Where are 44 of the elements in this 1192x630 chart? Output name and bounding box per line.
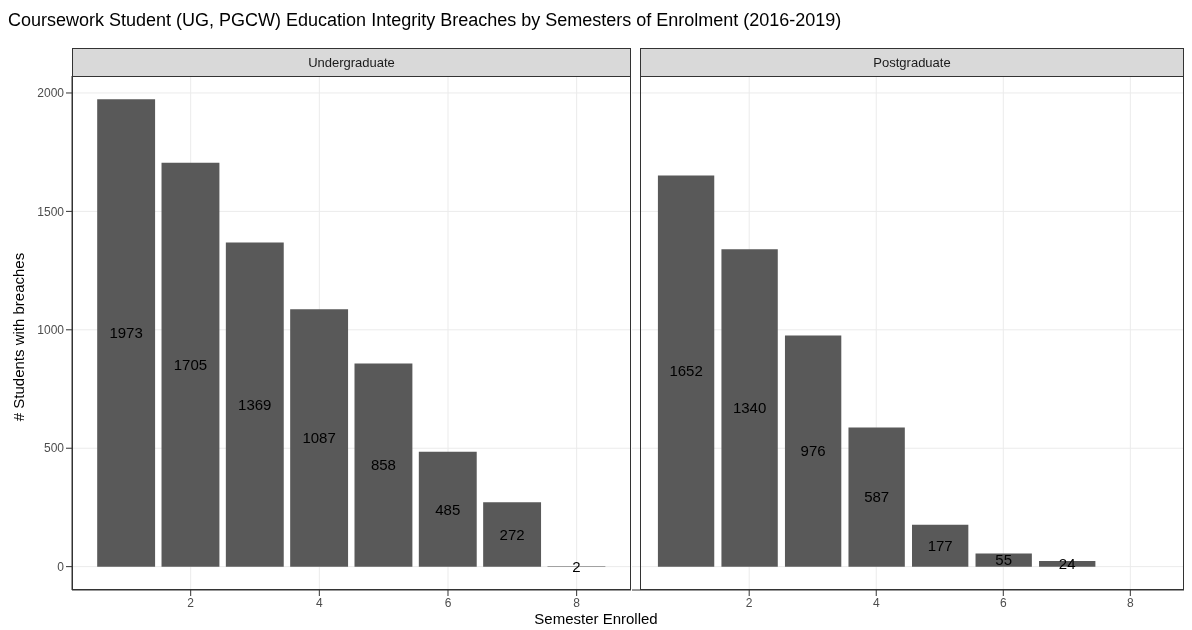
data-label: 55 <box>995 551 1013 569</box>
data-label: 272 <box>499 525 525 543</box>
bar <box>97 99 156 567</box>
data-label: 177 <box>927 537 953 554</box>
bar <box>657 175 715 567</box>
data-label: 1087 <box>302 429 336 447</box>
data-label: 485 <box>435 500 461 518</box>
bar <box>290 309 349 567</box>
chart-title: Coursework Student (UG, PGCW) Education Integrity Breaches by Semesters of Enrolment (2016-2019) <box>8 10 842 31</box>
bar <box>848 427 905 567</box>
data-label: 1705 <box>173 356 208 374</box>
data-label: 1652 <box>669 362 703 380</box>
bar <box>912 524 969 567</box>
data-label: 976 <box>800 442 826 460</box>
bar <box>784 335 842 567</box>
data-label: 1973 <box>109 324 143 342</box>
x-tick-label: 2 <box>187 595 195 610</box>
x-tick-label: 4 <box>315 595 323 610</box>
y-tick-label: 1500 <box>37 204 65 219</box>
x-tick-label: 8 <box>573 595 581 610</box>
bar <box>354 363 413 567</box>
bar <box>418 451 477 567</box>
data-label: 858 <box>370 456 396 474</box>
x-axis-title: Semester Enrolled <box>533 610 659 627</box>
data-label: 2 <box>572 557 581 575</box>
chart-subtitle: Undergraduate <box>72 48 631 77</box>
x-tick-label: 2 <box>745 595 753 610</box>
x-tick-label: 6 <box>444 595 452 610</box>
chart-subtitle: Postgraduate <box>640 48 1184 77</box>
y-axis-title: # Students with breaches <box>9 252 27 422</box>
bar <box>161 162 220 567</box>
data-label: 1369 <box>238 395 272 413</box>
x-tick-label: 8 <box>1126 595 1134 610</box>
bar <box>225 242 284 567</box>
y-tick-label: 1000 <box>37 323 65 338</box>
y-tick-label: 0 <box>57 559 65 574</box>
data-label: 1340 <box>732 399 767 417</box>
data-label: 587 <box>864 488 890 506</box>
bar <box>721 249 778 567</box>
x-tick-label: 6 <box>999 595 1007 610</box>
x-tick-label: 4 <box>872 595 880 610</box>
y-tick-label: 2000 <box>37 86 65 101</box>
y-tick-label: 500 <box>43 441 65 456</box>
bar <box>483 502 542 567</box>
